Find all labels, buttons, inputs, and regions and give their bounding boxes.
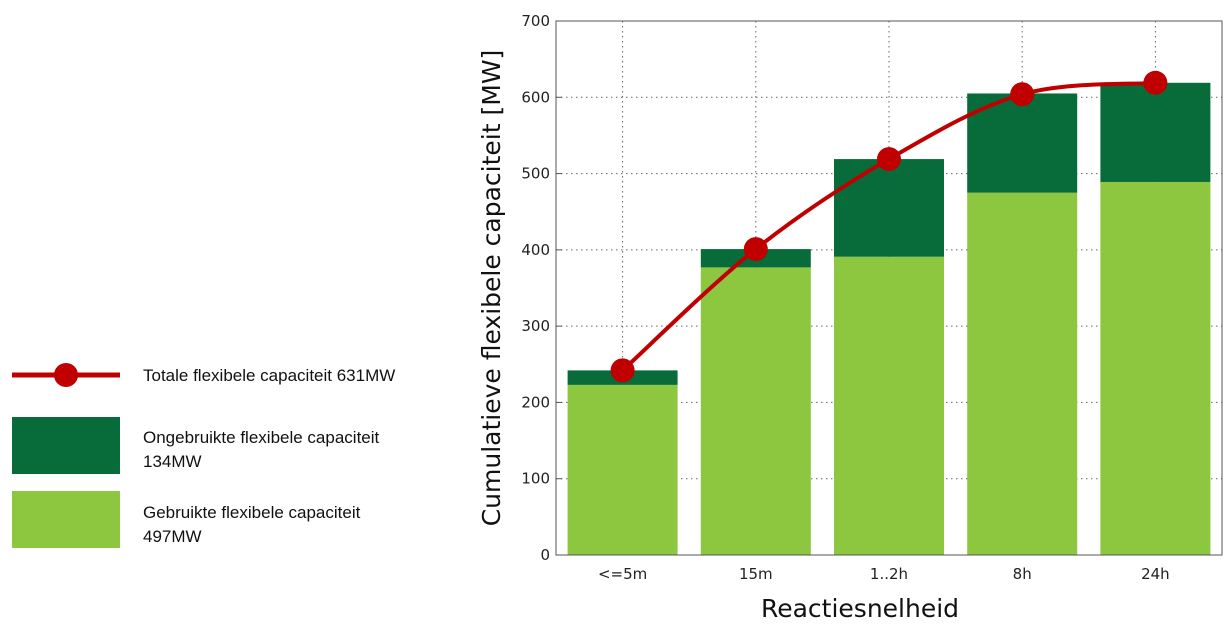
plot-frame (555, 20, 1223, 556)
y-tick-label: 300 (521, 317, 550, 335)
legend-marker-swatch (54, 363, 78, 387)
y-tick-labels: 0 100 200 300 400 500 600 700 (521, 12, 550, 564)
legend-item-used: Gebruikte flexibele capaciteit 497MW (12, 491, 361, 548)
legend-label-line: Gebruikte flexibele capaciteit (143, 503, 361, 522)
x-tick-labels: <=5m 15m 1..2h 8h 24h (598, 565, 1170, 583)
bar-used (1100, 181, 1211, 555)
x-axis-title: Reactiesnelheid (761, 594, 959, 623)
total-point (1010, 82, 1035, 107)
bar-unused (834, 159, 944, 257)
bars-layer (567, 82, 1211, 555)
legend-label-line: 134MW (143, 452, 202, 471)
legend-label-line: Ongebruikte flexibele capaciteit (143, 428, 380, 447)
total-point (610, 358, 635, 383)
legend-swatch-used (12, 491, 120, 548)
total-point (1143, 70, 1168, 95)
bar-used (967, 192, 1078, 555)
x-tick-label: 1..2h (870, 565, 908, 583)
x-tick-label: 8h (1013, 565, 1032, 583)
legend-item-unused: Ongebruikte flexibele capaciteit 134MW (12, 417, 380, 474)
y-tick-label: 0 (540, 546, 550, 564)
y-tick-label: 500 (521, 165, 550, 183)
y-tick-label: 700 (521, 12, 550, 30)
bar-unused (967, 93, 1078, 193)
x-tick-label: 15m (739, 565, 773, 583)
legend-label-total: Totale flexibele capaciteit 631MW (143, 366, 395, 385)
legend-label-line: 497MW (143, 527, 202, 546)
bar-unused (1100, 82, 1211, 182)
x-tick-label: 24h (1141, 565, 1170, 583)
y-tick-label: 400 (521, 241, 550, 259)
total-point (743, 237, 768, 262)
legend-swatch-unused (12, 417, 120, 474)
x-tick-label: <=5m (598, 565, 647, 583)
y-tick-label: 600 (521, 88, 550, 106)
y-tick-label: 100 (521, 470, 550, 488)
bar-used (834, 256, 944, 555)
legend: Totale flexibele capaciteit 631MW Ongebr… (12, 363, 395, 548)
legend-label-unused: Ongebruikte flexibele capaciteit 134MW (143, 428, 380, 471)
legend-label-used: Gebruikte flexibele capaciteit 497MW (143, 503, 361, 546)
y-tick-label: 200 (521, 393, 550, 411)
legend-item-total: Totale flexibele capaciteit 631MW (12, 363, 395, 387)
bar-used (700, 267, 811, 555)
y-axis-title: Cumulatieve flexibele capaciteit [MW] (477, 50, 506, 527)
total-point (877, 147, 901, 172)
bar-used (567, 384, 678, 555)
total-line-layer (610, 70, 1168, 383)
